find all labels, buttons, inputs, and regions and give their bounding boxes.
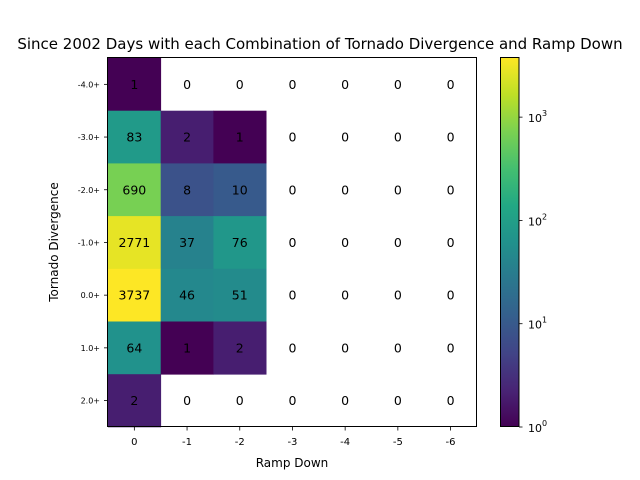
- heatmap-cell: [160, 110, 214, 164]
- heatmap-cell: [160, 268, 214, 322]
- cell-value-label: 0: [288, 288, 296, 303]
- cell-value-label: 46: [179, 288, 195, 303]
- y-tick-label: -4.0+: [78, 80, 100, 89]
- heatmap-cell: [213, 216, 267, 270]
- colorbar-ticks: 100 101 102 103: [519, 109, 547, 435]
- cell-value-label: 0: [394, 393, 402, 408]
- y-tick-label: -3.0+: [78, 133, 100, 142]
- cell-value-label: 0: [288, 77, 296, 92]
- cell-value-label: 0: [288, 393, 296, 408]
- cell-value-label: 0: [341, 130, 349, 145]
- cell-value-label: 0: [394, 130, 402, 145]
- cell-value-label: 1: [130, 77, 138, 92]
- heatmap-cell: [213, 163, 267, 217]
- cell-value-label: 3737: [118, 288, 150, 303]
- cell-value-label: 0: [447, 393, 455, 408]
- cell-value-label: 0: [183, 77, 191, 92]
- cell-value-label: 0: [288, 235, 296, 250]
- x-axis-label: Ramp Down: [256, 456, 329, 470]
- heatmap-cell: [160, 163, 214, 217]
- chart-title: Since 2002 Days with each Combination of…: [17, 35, 622, 53]
- cell-value-label: 690: [122, 182, 146, 197]
- cell-value-label: 2: [183, 130, 191, 145]
- x-axis-ticks: 0 -1 -2 -3 -4 -5 -6: [131, 427, 456, 448]
- heatmap-cell: [108, 321, 162, 375]
- cell-value-label: 1: [183, 340, 191, 355]
- cell-value-label: 0: [288, 340, 296, 355]
- cell-value-label: 51: [232, 288, 248, 303]
- cell-value-label: 8: [183, 182, 191, 197]
- heatmap-cell: [108, 58, 162, 112]
- cell-value-label: 64: [126, 340, 142, 355]
- cell-value-label: 0: [341, 288, 349, 303]
- cell-value-label: 76: [232, 235, 248, 250]
- x-tick-label: -2: [235, 437, 245, 448]
- cell-value-label: 0: [447, 235, 455, 250]
- x-tick-label: -5: [393, 437, 403, 448]
- cell-value-label: 0: [341, 235, 349, 250]
- colorbar-frame: [500, 57, 520, 427]
- heatmap-cell: [213, 110, 267, 164]
- x-tick-label: 0: [131, 437, 137, 448]
- cell-value-label: 0: [341, 340, 349, 355]
- cell-value-label: 0: [341, 393, 349, 408]
- cell-value-label: 10: [232, 182, 248, 197]
- cell-value-label: 0: [236, 77, 244, 92]
- cell-value-label: 0: [394, 235, 402, 250]
- cell-value-label: 0: [394, 288, 402, 303]
- colorbar-tick-label: 101: [528, 316, 547, 332]
- heatmap-cell: [108, 163, 162, 217]
- x-tick-label: -1: [182, 437, 192, 448]
- cell-value-label: 2771: [118, 235, 150, 250]
- y-tick-label: 0.0+: [81, 291, 100, 300]
- y-tick-label: -1.0+: [78, 238, 100, 247]
- heatmap-cell: [160, 321, 214, 375]
- cell-value-label: 0: [447, 340, 455, 355]
- cell-value-label: 0: [394, 182, 402, 197]
- cell-value-label: 1: [236, 130, 244, 145]
- cell-value-label: 0: [236, 393, 244, 408]
- cell-value-label: 0: [341, 77, 349, 92]
- cell-value-label: 37: [179, 235, 195, 250]
- plot-frame: [107, 57, 477, 427]
- cell-value-label: 0: [447, 182, 455, 197]
- cell-value-label: 0: [288, 130, 296, 145]
- y-tick-label: 1.0+: [81, 344, 100, 353]
- cell-value-label: 2: [236, 340, 244, 355]
- cell-value-label: 0: [288, 182, 296, 197]
- cell-value-label: 0: [447, 288, 455, 303]
- y-axis-label: Tornado Divergence: [47, 182, 61, 302]
- y-tick-label: 2.0+: [81, 397, 100, 406]
- cell-value-label: 0: [341, 182, 349, 197]
- cell-value-label: 2: [130, 393, 138, 408]
- colorbar-tick-label: 100: [528, 419, 547, 435]
- x-tick-label: -4: [340, 437, 350, 448]
- heatmap-cells: [108, 58, 267, 428]
- cell-value-label: 83: [126, 130, 142, 145]
- heatmap-cell: [108, 374, 162, 428]
- heatmap-cell: [108, 110, 162, 164]
- heatmap-cell: [213, 321, 267, 375]
- cell-value-label: 0: [394, 340, 402, 355]
- colorbar: [500, 58, 519, 427]
- heatmap-cell: [160, 216, 214, 270]
- colorbar-tick-label: 102: [528, 212, 547, 228]
- y-tick-label: -2.0+: [78, 186, 100, 195]
- heatmap-cell: [213, 268, 267, 322]
- x-tick-label: -6: [446, 437, 456, 448]
- x-tick-label: -3: [287, 437, 297, 448]
- heatmap-cell: [108, 216, 162, 270]
- colorbar-tick-label: 103: [528, 109, 547, 125]
- cell-value-label: 0: [447, 130, 455, 145]
- y-axis-ticks: -4.0+ -3.0+ -2.0+ -1.0+ 0.0+ 1.0+ 2.0+: [78, 80, 108, 406]
- cell-value-label: 0: [447, 77, 455, 92]
- heatmap-cell: [108, 268, 162, 322]
- cell-value-label: 0: [394, 77, 402, 92]
- cell-value-label: 0: [183, 393, 191, 408]
